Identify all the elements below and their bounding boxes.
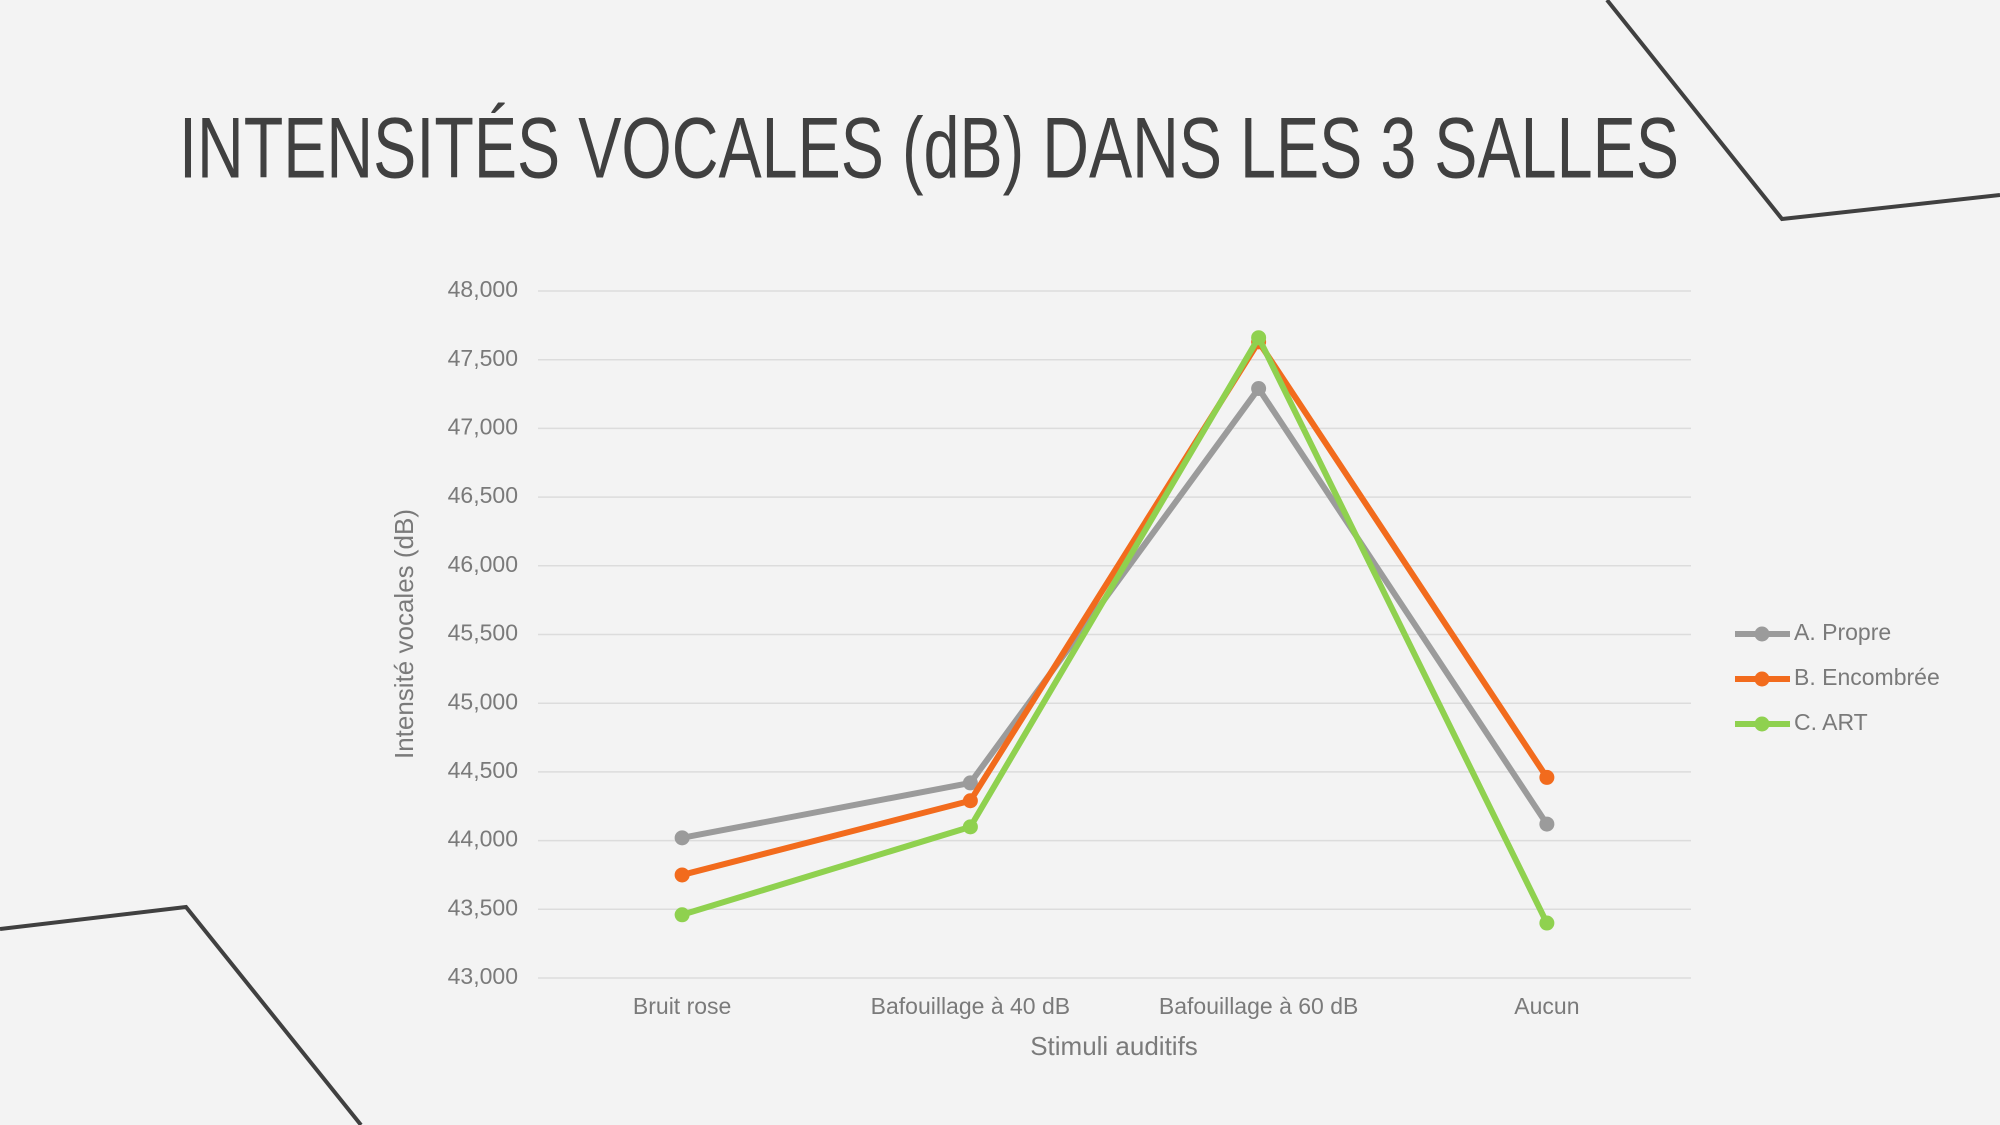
data-point <box>1539 915 1555 931</box>
data-point <box>674 867 690 883</box>
y-tick-label: 44,500 <box>448 757 518 783</box>
y-tick-label: 47,000 <box>448 413 518 439</box>
decor-line <box>0 904 363 1125</box>
data-point <box>1251 330 1267 346</box>
data-point <box>674 907 690 923</box>
legend-label: C. ART <box>1794 709 1868 735</box>
y-tick-label: 47,500 <box>448 345 518 371</box>
y-axis-title: Intensité vocales (dB) <box>389 509 419 759</box>
y-tick-label: 43,000 <box>448 963 518 989</box>
data-point <box>962 819 978 835</box>
y-tick-label: 43,500 <box>448 894 518 920</box>
legend-marker <box>1754 671 1770 687</box>
x-tick-label: Bruit rose <box>633 993 731 1019</box>
data-point <box>962 793 978 809</box>
series-line <box>681 338 1550 878</box>
series-line <box>681 334 1550 925</box>
legend-marker <box>1754 626 1770 642</box>
data-point <box>1539 816 1555 832</box>
data-point <box>674 830 690 846</box>
y-tick-label: 46,500 <box>448 482 518 508</box>
chart-title: INTENSITÉS VOCALES (dB) DANS LES 3 SALLE… <box>179 101 1679 197</box>
data-point <box>962 775 978 791</box>
data-point <box>1539 769 1555 785</box>
decor-line <box>1605 0 2000 222</box>
legend-label: A. Propre <box>1794 619 1891 645</box>
data-point <box>1251 381 1267 397</box>
y-tick-label: 45,500 <box>448 620 518 646</box>
legend-marker <box>1754 716 1770 732</box>
y-tick-label: 45,000 <box>448 688 518 714</box>
y-tick-label: 48,000 <box>448 276 518 302</box>
x-axis-title: Stimuli auditifs <box>1030 1031 1198 1061</box>
x-tick-label: Aucun <box>1514 993 1579 1019</box>
x-tick-label: Bafouillage à 40 dB <box>871 993 1071 1019</box>
x-tick-label: Bafouillage à 60 dB <box>1159 993 1359 1019</box>
y-tick-label: 46,000 <box>448 551 518 577</box>
y-tick-label: 44,000 <box>448 826 518 852</box>
legend-label: B. Encombrée <box>1794 664 1940 690</box>
